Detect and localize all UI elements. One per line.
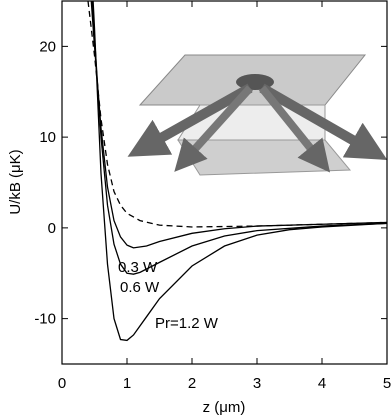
x-axis-label: z (μm) — [203, 399, 246, 416]
curves — [87, 1, 387, 342]
curve — [92, 1, 387, 342]
beam — [258, 85, 331, 173]
y-tick-label: -10 — [34, 311, 56, 328]
curve-label: 0.3 W — [118, 259, 158, 276]
curve — [91, 1, 387, 275]
prism-body — [177, 139, 352, 176]
beam — [174, 85, 253, 172]
y-tick-label: 10 — [39, 129, 56, 146]
inset-illustration — [127, 54, 388, 176]
x-tick-label: 3 — [253, 375, 261, 392]
curve — [90, 1, 387, 249]
plot-frame — [61, 0, 388, 365]
y-axis-label: U/kB (μK) — [7, 149, 24, 214]
y-tick-label: 0 — [48, 220, 56, 237]
beam — [259, 83, 388, 160]
x-tick-label: 5 — [383, 375, 391, 392]
x-tick-label: 0 — [58, 375, 66, 392]
beam — [127, 83, 253, 157]
curve-label: 0.6 W — [120, 279, 160, 296]
x-tick-label: 2 — [188, 375, 196, 392]
curve-label: Pr=1.2 W — [155, 315, 219, 332]
x-tick-label: 1 — [123, 375, 131, 392]
x-tick-label: 4 — [318, 375, 326, 392]
y-tick-label: 20 — [39, 38, 56, 55]
